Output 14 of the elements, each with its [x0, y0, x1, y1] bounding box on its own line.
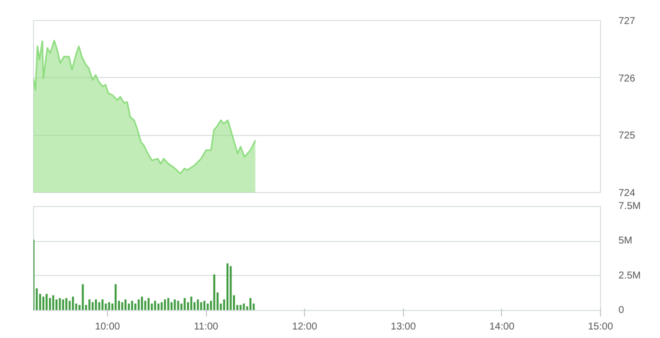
x-tick-label: 14:00 [489, 322, 515, 332]
x-tick-label: 11:00 [194, 322, 219, 332]
y-tick-label: 726 [618, 73, 636, 84]
x-tick-label: 10:00 [94, 322, 120, 332]
x-tick-label: 13:00 [390, 322, 416, 332]
y-tick-label: 5M [618, 236, 632, 247]
x-tick-label: 12:00 [292, 322, 318, 332]
y-tick-label: 725 [618, 130, 636, 142]
y-tick-label: 7.5M [618, 201, 641, 212]
y-tick-label: 2.5M [618, 270, 641, 282]
x-tick-label: 15:00 [588, 322, 614, 332]
y-tick-label: 0 [618, 305, 624, 316]
y-tick-label: 724 [618, 188, 636, 199]
y-tick-label: 727 [618, 16, 636, 27]
